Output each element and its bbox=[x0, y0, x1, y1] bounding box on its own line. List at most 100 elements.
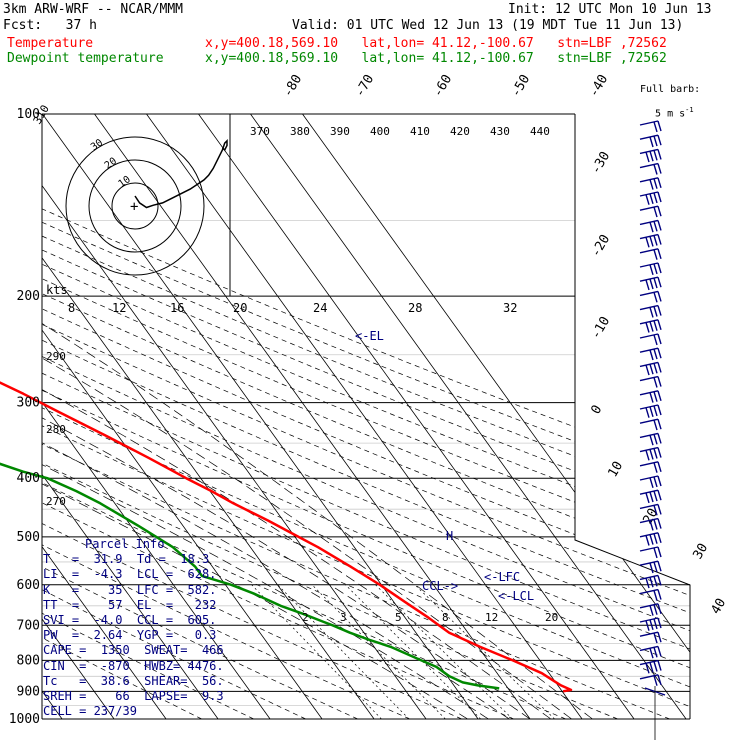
dry-adiabat bbox=[42, 114, 306, 720]
wind-barb-feather bbox=[649, 193, 654, 205]
hodograph-ring-label: 10 bbox=[117, 174, 133, 190]
wind-barb-feather bbox=[653, 164, 658, 175]
parcel-info-panel: Parcel Info T = 31.9 Td = 18.3 LI = -4.3 … bbox=[43, 537, 230, 729]
wind-barb-staff bbox=[639, 603, 659, 609]
wind-barb-feather bbox=[649, 605, 654, 616]
theta-label: 440 bbox=[530, 125, 550, 138]
wind-barb-feather bbox=[653, 590, 658, 601]
sounding-annotation: H bbox=[446, 529, 453, 543]
wind-barb-staff bbox=[639, 319, 659, 325]
wind-barb-feather bbox=[657, 603, 662, 615]
wind-barb bbox=[639, 219, 662, 233]
temperature-profile bbox=[0, 381, 573, 693]
isotherm-label: -30 bbox=[588, 149, 613, 177]
wind-barb-feather bbox=[645, 620, 650, 631]
wind-barb-feather bbox=[657, 120, 662, 132]
barb-legend-exponent: -1 bbox=[685, 106, 694, 114]
wind-barb bbox=[639, 120, 662, 133]
wind-barb-feather bbox=[649, 179, 654, 190]
wind-barb-feather bbox=[657, 617, 662, 629]
wind-barb bbox=[639, 347, 662, 361]
isotherm bbox=[146, 114, 583, 720]
isotherm-label: -50 bbox=[508, 72, 533, 100]
wind-barb-feather bbox=[645, 492, 650, 504]
wind-barb-feather bbox=[645, 663, 650, 674]
wind-barb-feather bbox=[657, 305, 662, 316]
theta-label: 370 bbox=[250, 125, 270, 138]
wind-barb-feather bbox=[649, 236, 654, 247]
wind-barb-feather bbox=[657, 461, 662, 473]
hodograph-speed-label: 12 bbox=[112, 301, 126, 315]
mixing-ratio-label: 20 bbox=[545, 611, 558, 624]
dry-adiabat bbox=[42, 114, 690, 720]
wind-barb bbox=[639, 319, 662, 333]
wind-barb-feather bbox=[653, 363, 658, 374]
wind-barb bbox=[639, 375, 662, 388]
wind-barb bbox=[639, 461, 662, 473]
wind-barb bbox=[639, 617, 662, 631]
wind-barb-staff bbox=[639, 361, 659, 368]
wind-barb bbox=[639, 574, 662, 589]
dry-adiabat bbox=[42, 114, 670, 720]
wind-barb bbox=[639, 162, 662, 175]
wind-barb-feather bbox=[645, 279, 650, 291]
isotherm-label: -70 bbox=[352, 72, 377, 100]
mixing-ratio-label: 12 bbox=[485, 611, 498, 624]
wind-barb-feather bbox=[653, 249, 658, 260]
wind-barb-feather bbox=[657, 489, 662, 501]
temperature-legend-label: Temperature bbox=[7, 36, 94, 51]
wind-barb-feather bbox=[645, 535, 650, 546]
hodograph-speed-label: kts bbox=[46, 283, 68, 297]
wind-barb-feather bbox=[657, 646, 662, 657]
parcel-info-row: TT = 57 EL = 232 bbox=[43, 597, 217, 612]
parcel-info-title: Parcel Info bbox=[85, 537, 165, 551]
wind-barb-staff bbox=[639, 191, 659, 197]
wind-barb-staff bbox=[639, 162, 659, 169]
dewpoint-legend-label: Dewpoint temperature bbox=[7, 51, 164, 66]
hodograph-speed-label: 32 bbox=[503, 301, 517, 315]
wind-barb-feather bbox=[653, 377, 658, 388]
wind-barb-staff bbox=[639, 404, 659, 410]
parcel-info-row: K = 35 LFC = 582. bbox=[43, 582, 217, 597]
wind-barb-staff bbox=[639, 532, 659, 538]
dry-adiabat bbox=[42, 114, 690, 720]
wind-barb-feather bbox=[657, 347, 662, 359]
wind-barb bbox=[639, 290, 662, 303]
wind-barb bbox=[639, 304, 662, 318]
wind-barb-feather bbox=[657, 262, 662, 274]
isotherm bbox=[250, 114, 687, 720]
hodograph-trace bbox=[134, 138, 228, 209]
theta-label: 390 bbox=[330, 125, 350, 138]
theta-side-label: 290 bbox=[46, 350, 66, 363]
wind-barb-staff bbox=[639, 333, 659, 339]
wind-barb-feather bbox=[653, 675, 658, 686]
theta-label: 380 bbox=[290, 125, 310, 138]
hodograph-speed-label: 16 bbox=[170, 301, 184, 315]
parcel-info-row: CELL = 237/39 bbox=[43, 704, 137, 719]
dry-adiabat bbox=[42, 114, 690, 720]
wind-barb-feather bbox=[645, 194, 650, 205]
wind-barb-feather bbox=[657, 149, 662, 160]
wind-barb-feather bbox=[657, 163, 662, 174]
parcel-info-row: PW = 2.64 YGP = 0.3 bbox=[43, 628, 217, 643]
hodograph-speed-label: 20 bbox=[233, 301, 247, 315]
wind-barb-feather bbox=[653, 434, 658, 445]
wind-barb-feather bbox=[649, 662, 654, 673]
isotherm bbox=[42, 114, 167, 720]
wind-barb-feather bbox=[649, 321, 654, 332]
sounding-annotation: <-EL bbox=[355, 329, 384, 343]
pressure-tick-label: 200 bbox=[17, 289, 40, 304]
wind-barb bbox=[639, 446, 662, 461]
wind-barb-feather bbox=[657, 546, 662, 558]
pressure-tick-label: 300 bbox=[17, 396, 40, 411]
wind-barb-feather bbox=[657, 333, 662, 345]
wind-barb-feather bbox=[653, 192, 658, 204]
parcel-info-row: SREH = 66 LAPSE= 9.3 bbox=[43, 689, 224, 704]
wind-barb-feather bbox=[649, 520, 654, 531]
parcel-info-row: CIN = -870 HWBZ= 4476. bbox=[43, 658, 224, 673]
wind-barb bbox=[639, 205, 662, 218]
wind-barb-feather bbox=[649, 392, 654, 403]
wind-barb-feather bbox=[653, 561, 658, 573]
wind-barb-feather bbox=[645, 450, 650, 461]
